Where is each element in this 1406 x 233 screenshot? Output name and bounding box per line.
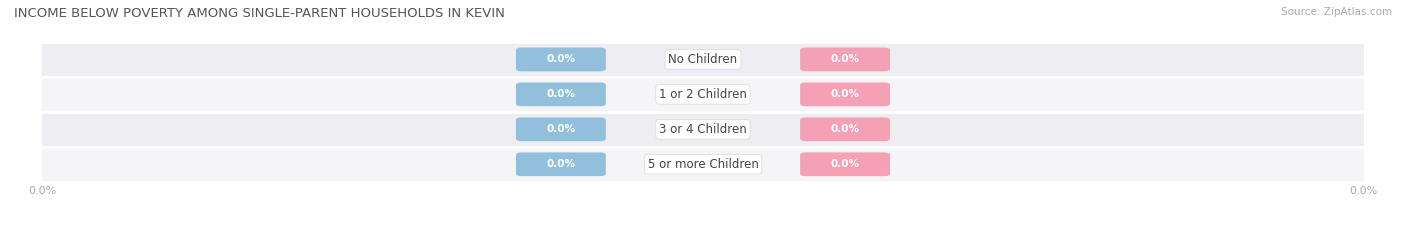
FancyBboxPatch shape: [516, 117, 606, 141]
FancyBboxPatch shape: [800, 152, 890, 176]
Bar: [42, 77, 1364, 112]
FancyBboxPatch shape: [800, 48, 890, 71]
Text: INCOME BELOW POVERTY AMONG SINGLE-PARENT HOUSEHOLDS IN KEVIN: INCOME BELOW POVERTY AMONG SINGLE-PARENT…: [14, 7, 505, 20]
Text: 3 or 4 Children: 3 or 4 Children: [659, 123, 747, 136]
Bar: [42, 112, 1364, 147]
Text: 0.0%: 0.0%: [831, 124, 859, 134]
Bar: [42, 147, 1364, 182]
Text: Source: ZipAtlas.com: Source: ZipAtlas.com: [1281, 7, 1392, 17]
FancyBboxPatch shape: [516, 82, 606, 106]
Text: 1 or 2 Children: 1 or 2 Children: [659, 88, 747, 101]
Text: 0.0%: 0.0%: [831, 55, 859, 64]
Text: No Children: No Children: [668, 53, 738, 66]
Text: 0.0%: 0.0%: [547, 159, 575, 169]
Bar: [42, 42, 1364, 77]
Text: 0.0%: 0.0%: [547, 124, 575, 134]
FancyBboxPatch shape: [800, 117, 890, 141]
Legend: Single Father, Single Mother: Single Father, Single Mother: [589, 230, 817, 233]
Text: 0.0%: 0.0%: [831, 159, 859, 169]
Text: 5 or more Children: 5 or more Children: [648, 158, 758, 171]
Text: 0.0%: 0.0%: [547, 89, 575, 99]
FancyBboxPatch shape: [516, 48, 606, 71]
Text: 0.0%: 0.0%: [547, 55, 575, 64]
FancyBboxPatch shape: [516, 152, 606, 176]
FancyBboxPatch shape: [800, 82, 890, 106]
Text: 0.0%: 0.0%: [831, 89, 859, 99]
